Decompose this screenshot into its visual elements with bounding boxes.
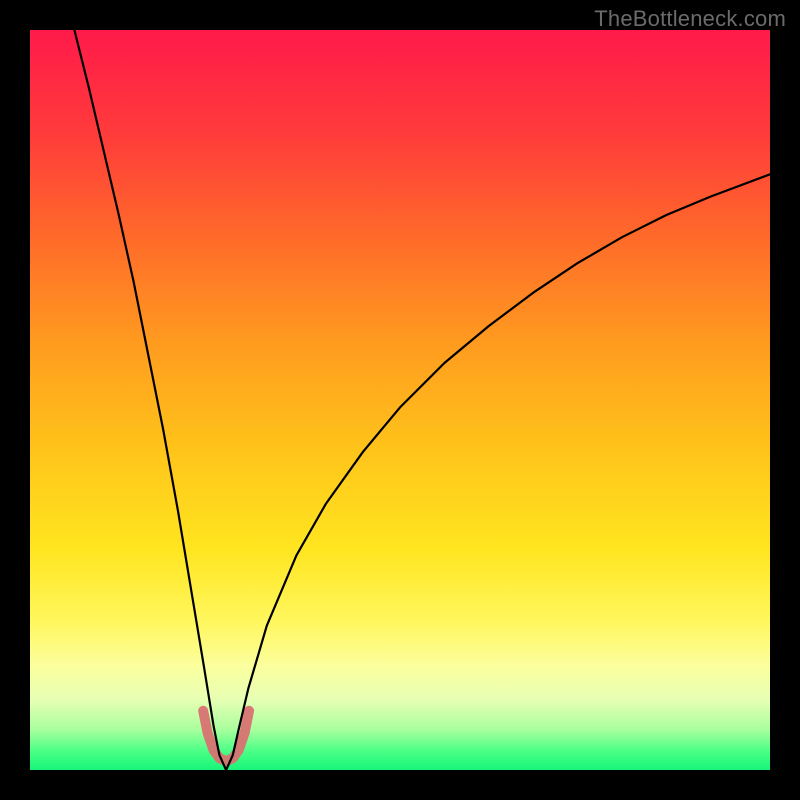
figure-root: TheBottleneck.com [0,0,800,800]
plot-area [30,30,770,770]
bottleneck-curve [74,30,770,770]
curve-layer [30,30,770,770]
watermark-text: TheBottleneck.com [594,6,786,32]
